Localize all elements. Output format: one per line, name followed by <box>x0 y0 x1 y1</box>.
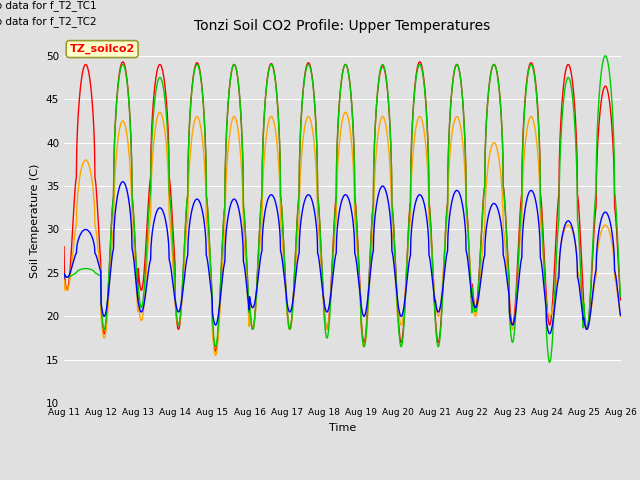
Y-axis label: Soil Temperature (C): Soil Temperature (C) <box>30 164 40 278</box>
Title: Tonzi Soil CO2 Profile: Upper Temperatures: Tonzi Soil CO2 Profile: Upper Temperatur… <box>195 19 490 33</box>
Text: No data for f_T2_TC1: No data for f_T2_TC1 <box>0 0 96 11</box>
Text: No data for f_T2_TC2: No data for f_T2_TC2 <box>0 16 96 27</box>
X-axis label: Time: Time <box>329 422 356 432</box>
Text: TZ_soilco2: TZ_soilco2 <box>70 44 135 54</box>
